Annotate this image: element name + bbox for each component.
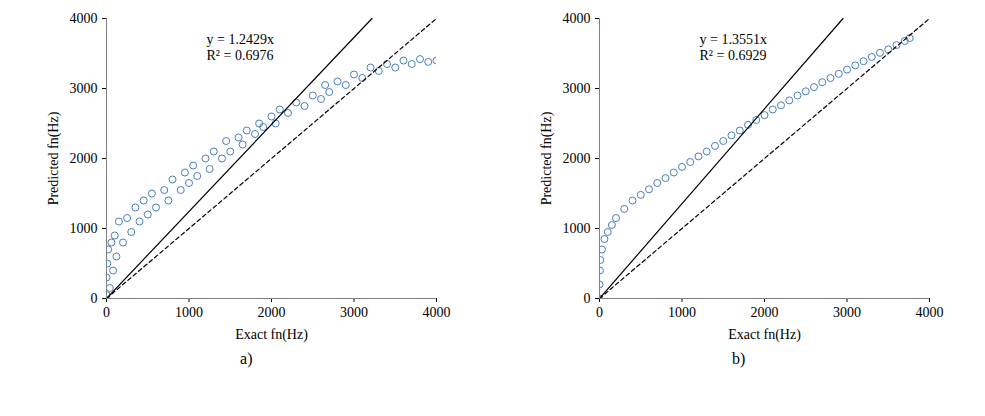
svg-text:Exact fn(Hz): Exact fn(Hz): [728, 327, 801, 343]
svg-text:1000: 1000: [668, 305, 696, 320]
svg-text:4000: 4000: [70, 11, 98, 26]
svg-text:1000: 1000: [175, 305, 203, 320]
svg-text:2000: 2000: [258, 305, 286, 320]
svg-text:Predicted fn(Hz): Predicted fn(Hz): [47, 111, 63, 205]
svg-text:y = 1.3551xR² = 0.6929: y = 1.3551xR² = 0.6929: [699, 32, 766, 63]
html-text:b): b): [732, 350, 746, 367]
svg-text:y = 1.2429xR² = 0.6976: y = 1.2429xR² = 0.6976: [207, 32, 274, 63]
svg-text:2000: 2000: [70, 151, 98, 166]
svg-text:Exact fn(Hz): Exact fn(Hz): [235, 327, 308, 343]
svg-text:3000: 3000: [833, 305, 861, 320]
svg-text:Predicted fn(Hz): Predicted fn(Hz): [539, 111, 555, 205]
svg-text:1000: 1000: [70, 221, 98, 236]
svg-text:4000: 4000: [915, 305, 943, 320]
html-text:a): a): [240, 350, 253, 367]
svg-text:2000: 2000: [750, 305, 778, 320]
svg-text:0: 0: [91, 291, 98, 306]
svg-text:0: 0: [583, 291, 590, 306]
svg-text:3000: 3000: [340, 305, 368, 320]
svg-text:3000: 3000: [70, 81, 98, 96]
svg-text:0: 0: [103, 305, 110, 320]
svg-text:4000: 4000: [423, 305, 451, 320]
svg-text:0: 0: [596, 305, 603, 320]
svg-text:3000: 3000: [562, 81, 590, 96]
svg-text:1000: 1000: [562, 221, 590, 236]
svg-text:2000: 2000: [562, 151, 590, 166]
svg-text:4000: 4000: [562, 11, 590, 26]
